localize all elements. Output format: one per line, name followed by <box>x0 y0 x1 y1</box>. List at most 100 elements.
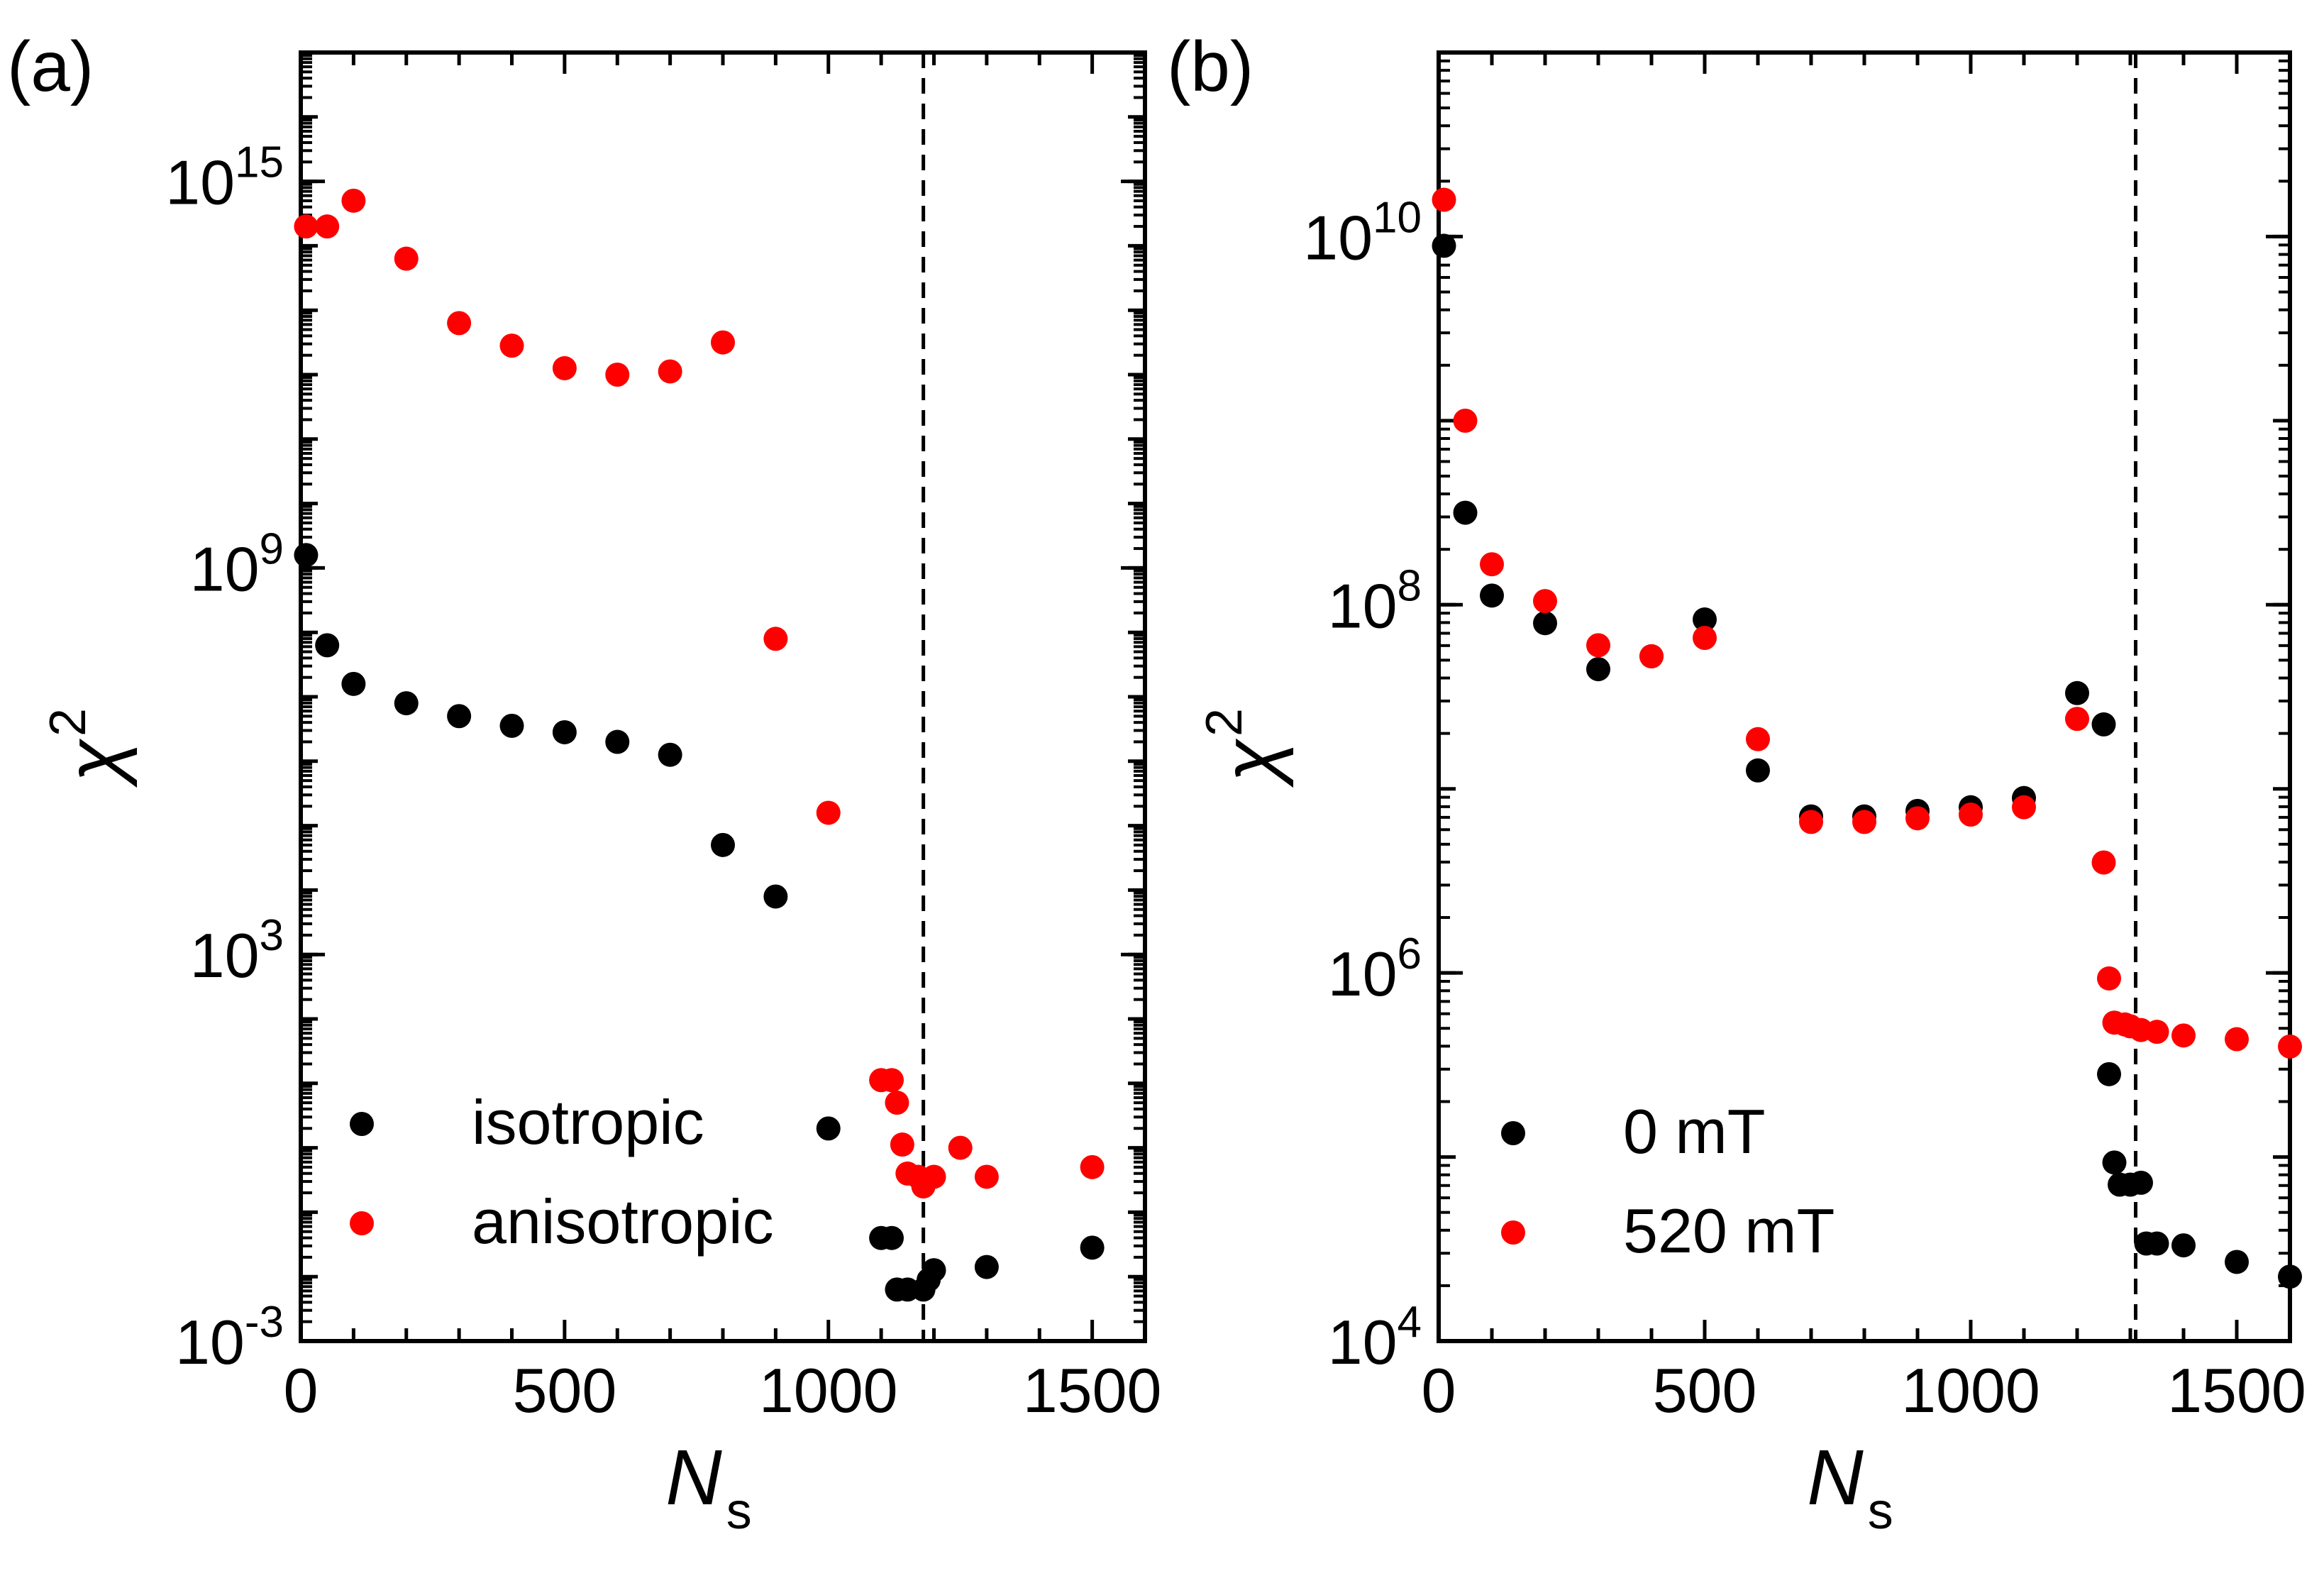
legend-marker <box>1501 1220 1525 1245</box>
data-point <box>2278 1034 2302 1059</box>
data-point <box>948 1135 973 1160</box>
data-point <box>885 1091 909 1115</box>
data-point <box>294 214 319 239</box>
data-point <box>2145 1020 2169 1044</box>
data-point <box>711 832 735 857</box>
data-point <box>1905 806 1930 831</box>
series-0-mT <box>1432 233 2302 1289</box>
legend-label: 520 mT <box>1623 1196 1835 1266</box>
data-point <box>2091 850 2116 875</box>
y-tick-label: 109 <box>190 524 284 604</box>
data-point <box>2171 1023 2196 1048</box>
series-isotropic <box>294 543 1105 1302</box>
data-point <box>1432 233 1456 258</box>
data-point <box>1586 633 1610 658</box>
y-tick-label: 106 <box>1328 930 1422 1009</box>
data-point <box>763 884 788 909</box>
data-point <box>922 1258 946 1283</box>
y-tick-label: 108 <box>1328 561 1422 641</box>
data-point <box>1533 611 1557 636</box>
legend-marker <box>1501 1121 1525 1145</box>
panel-a: (a) 10-3 103 109 1015 0 500 1000 1500 Ns χ2 isotrop… <box>7 27 1162 1540</box>
x-tick-label: 1000 <box>1901 1355 2040 1426</box>
data-point <box>394 246 419 271</box>
data-point <box>880 1068 904 1093</box>
data-point <box>922 1164 946 1189</box>
data-point <box>1480 583 1504 608</box>
data-point <box>2225 1250 2249 1274</box>
x-tick-label: 0 <box>284 1355 319 1426</box>
data-point <box>294 543 319 568</box>
data-point <box>2278 1264 2302 1289</box>
data-point <box>2012 795 2036 820</box>
data-point <box>1746 758 1770 783</box>
data-point <box>2097 1062 2121 1086</box>
data-point <box>2145 1231 2169 1256</box>
legend-marker <box>350 1112 374 1136</box>
y-axis-label: χ2 <box>1196 708 1294 788</box>
data-point <box>2129 1170 2153 1195</box>
legend-marker <box>350 1211 374 1235</box>
x-tick-label: 500 <box>1653 1355 1757 1426</box>
data-point <box>2225 1027 2249 1052</box>
data-point <box>447 311 472 336</box>
data-point <box>552 355 577 380</box>
data-point <box>711 330 735 355</box>
panel-label: (a) <box>7 27 94 106</box>
data-point <box>315 214 340 239</box>
data-point <box>1693 607 1717 632</box>
y-tick-label: 1015 <box>165 138 284 218</box>
data-point <box>1959 803 1983 827</box>
plot-frame <box>1437 50 2292 1343</box>
data-point <box>447 704 472 729</box>
x-axis-label: Ns <box>1807 1434 1893 1540</box>
data-point <box>890 1132 914 1157</box>
x-tick-label: 1000 <box>759 1355 898 1426</box>
data-point <box>2065 680 2089 705</box>
y-tick-label: 1010 <box>1303 193 1422 272</box>
data-point <box>1586 657 1610 682</box>
data-point <box>499 333 524 358</box>
plot-frame <box>299 50 1147 1343</box>
data-point <box>315 633 340 658</box>
data-point <box>2102 1150 2127 1175</box>
data-point <box>1480 552 1504 577</box>
data-point <box>394 691 419 716</box>
data-point <box>1453 500 1478 525</box>
legend-label: isotropic <box>472 1087 704 1157</box>
data-point <box>1693 625 1717 650</box>
y-axis-label: χ2 <box>40 708 138 788</box>
y-tick-label: 10-3 <box>175 1298 284 1377</box>
data-point <box>1639 644 1664 668</box>
data-point <box>974 1255 999 1279</box>
x-tick-label: 0 <box>1422 1355 1456 1426</box>
data-point <box>341 671 366 696</box>
data-point <box>1080 1235 1105 1260</box>
series-anisotropic <box>294 188 1105 1199</box>
x-tick-label: 500 <box>512 1355 616 1426</box>
data-point <box>2171 1233 2196 1258</box>
x-tick-label: 1500 <box>2167 1355 2306 1426</box>
data-point <box>1453 408 1478 433</box>
data-point <box>552 719 577 744</box>
series-520-mT <box>1432 187 2302 1059</box>
data-point <box>880 1225 904 1250</box>
data-point <box>605 729 630 754</box>
data-point <box>658 359 682 384</box>
legend-label: 0 mT <box>1623 1096 1765 1167</box>
data-point <box>658 742 682 767</box>
data-point <box>763 627 788 651</box>
data-point <box>341 188 366 213</box>
data-point <box>2065 707 2089 732</box>
data-point <box>1080 1154 1105 1179</box>
data-point <box>1799 810 1823 834</box>
panel-label: (b) <box>1167 27 1254 106</box>
data-point <box>2097 966 2121 991</box>
data-point <box>816 800 841 825</box>
data-point <box>974 1164 999 1189</box>
data-point <box>1533 589 1557 614</box>
panel-b: (b) 104 106 108 1010 0 500 1000 1500 Ns χ2 0 mT 520 … <box>1167 27 2306 1540</box>
data-point <box>605 363 630 387</box>
data-point <box>499 713 524 738</box>
